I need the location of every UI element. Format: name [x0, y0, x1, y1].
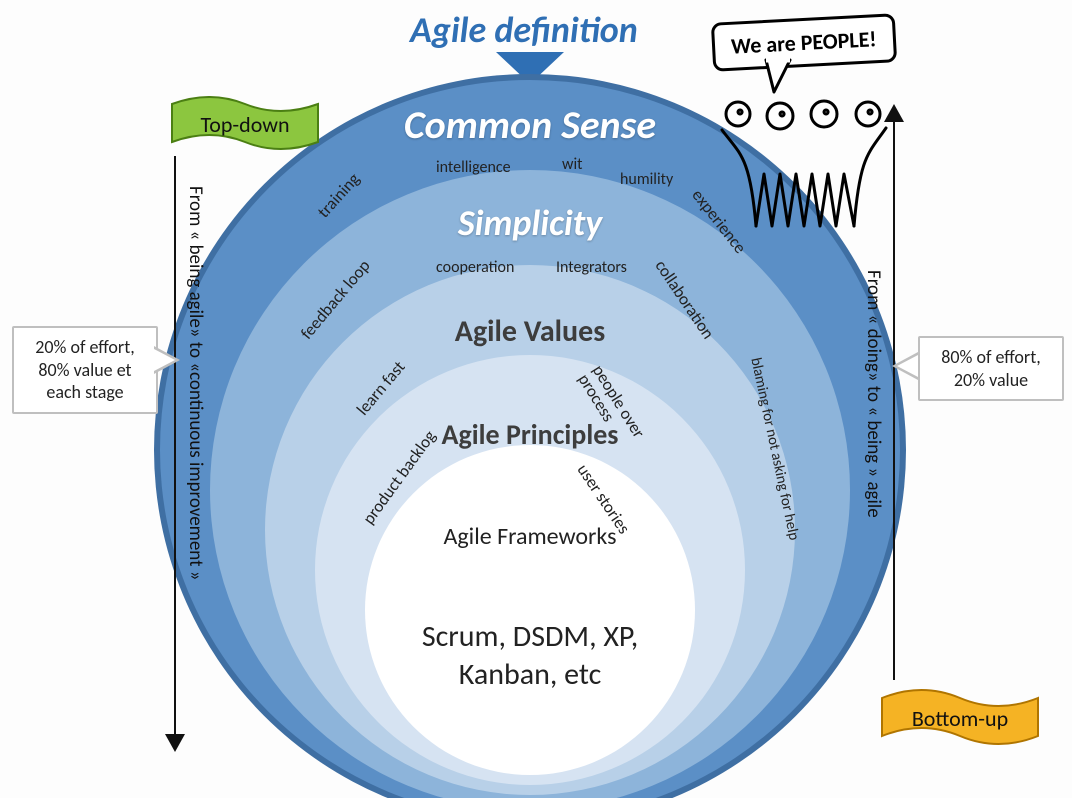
sub-intelligence: intelligence: [436, 158, 511, 177]
flag-bottom-up: Bottom-up: [880, 688, 1030, 748]
left-arrow-line: [174, 156, 176, 736]
layer-circle-4: [365, 445, 695, 775]
left-arrow-head-icon: [165, 734, 185, 752]
people-scribble-icon: [710, 84, 910, 254]
layer-title-agile-values: Agile Values: [0, 313, 1060, 350]
layer-title-agile-frameworks: Agile Frameworks: [0, 522, 1060, 551]
page-title: Agile definition: [410, 8, 638, 52]
right-arrow-label: From « doing» to « being » agile: [862, 270, 885, 518]
left-arrow-label: From « being agile» to «continuous impro…: [184, 186, 207, 581]
callout-left-tail-icon: [154, 346, 180, 374]
flag-top-down-label: Top-down: [170, 100, 320, 148]
diagram-root: Agile definition Common Sense Simplicity…: [0, 0, 1072, 798]
sub-integrators: Integrators: [556, 258, 627, 277]
sub-wit: wit: [562, 155, 582, 174]
flag-top-down: Top-down: [170, 96, 320, 156]
callout-right: 80% of effort, 20% value: [918, 336, 1064, 401]
frameworks-list: Scrum, DSDM, XP, Kanban, etc: [400, 618, 660, 693]
sub-humility: humility: [620, 170, 673, 189]
flag-bottom-up-label: Bottom-up: [880, 694, 1040, 742]
layer-title-agile-principles: Agile Principles: [0, 417, 1060, 452]
callout-left: 20% of effort, 80% value et each stage: [12, 326, 158, 414]
sub-cooperation: cooperation: [436, 258, 514, 277]
callout-right-tail-icon: [892, 352, 918, 380]
